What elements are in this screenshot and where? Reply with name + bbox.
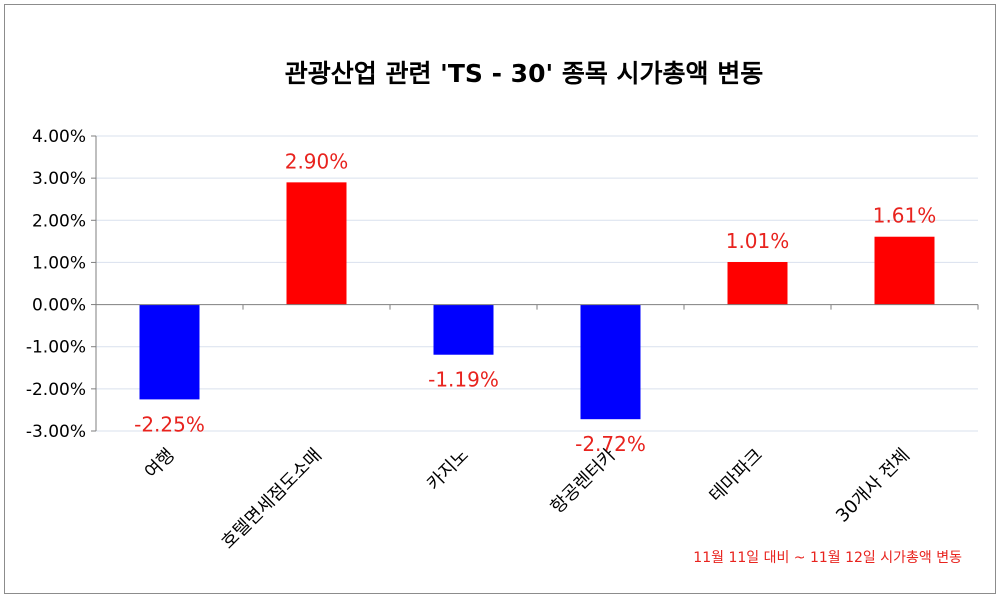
chart-frame: 관광산업 관련 'TS - 30' 종목 시가총액 변동 4.00% 3.00% 2… [4,4,996,594]
y-tick-label: 1.00% [32,253,86,273]
data-labels: -2.25% 2.90% -1.19% -2.72% 1.01% 1.61% [134,149,936,456]
data-label: -2.72% [575,432,646,456]
y-tick-label: 4.00% [32,127,86,147]
category-label: 30개사 전체 [832,445,914,527]
date-range-note: 11월 11일 대비 ~ 11월 12일 시가총액 변동 [693,550,962,566]
data-label: 1.61% [873,204,937,228]
y-tick-label: 0.00% [32,296,86,316]
category-label: 카지노 [423,445,473,495]
bar [139,304,200,400]
y-tick-label: -3.00% [26,422,86,442]
bar [727,262,788,305]
axes [91,135,979,432]
data-label: -1.19% [428,368,499,392]
bars [139,182,935,420]
bar [286,182,347,305]
category-labels: 여행 호텔면세점도소매 카지노 항공렌터카 테마파크 30개사 전체 [141,445,914,554]
data-label: -2.25% [134,412,205,436]
y-tick-label: 3.00% [32,169,86,189]
category-label: 여행 [141,445,179,483]
y-tick-label: 2.00% [32,211,86,231]
category-label: 테마파크 [705,445,767,507]
bar [874,236,935,305]
category-label: 호텔면세점도소매 [218,445,327,554]
y-tick-label: -1.00% [26,338,86,358]
data-label: 2.90% [285,149,349,173]
bar-chart: 관광산업 관련 'TS - 30' 종목 시가총액 변동 4.00% 3.00% 2… [26,59,979,566]
y-axis-ticks: 4.00% 3.00% 2.00% 1.00% 0.00% -1.00% -2.00% -3.… [26,127,86,442]
data-label: 1.01% [726,229,790,253]
bar [433,304,494,355]
chart-title: 관광산업 관련 'TS - 30' 종목 시가총액 변동 [285,59,763,88]
bar [580,304,641,420]
gridlines [96,135,978,432]
y-tick-label: -2.00% [26,380,86,400]
